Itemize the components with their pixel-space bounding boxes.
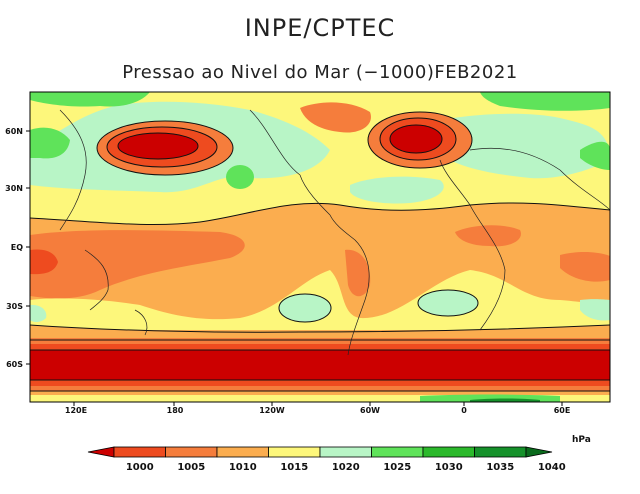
colorbar-level-label: 1015 — [280, 462, 308, 473]
organization-title: INPE/CPTEC — [244, 14, 396, 42]
lon-label-120w: 120W — [259, 406, 285, 415]
pressure-field — [30, 92, 610, 402]
lon-label-60e: 60E — [554, 406, 571, 415]
colorbar-swatch — [216, 446, 269, 458]
colorbar-level-label: 1005 — [177, 462, 205, 473]
colorbar-level-label: 1025 — [383, 462, 411, 473]
lat-label-30n: 30N — [5, 184, 23, 193]
colorbar-arrow-high — [525, 446, 553, 458]
lon-label-0: 0 — [461, 406, 467, 415]
lat-label-60s: 60S — [6, 360, 23, 369]
colorbar-swatch — [474, 446, 527, 458]
colorbar-swatch — [319, 446, 372, 458]
lon-label-120e: 120E — [65, 406, 87, 415]
colorbar: 1000 1005 1010 1015 1020 1025 1030 1035 1040 — [87, 446, 566, 473]
lon-label-60w: 60W — [360, 406, 380, 415]
map-subtitle: Pressao ao Nivel do Mar (−1000)FEB2021 — [122, 62, 518, 83]
colorbar-swatch — [422, 446, 475, 458]
colorbar-level-label: 1010 — [229, 462, 257, 473]
lat-label-30s: 30S — [6, 302, 23, 311]
colorbar-arrow-low — [87, 446, 115, 458]
colorbar-swatch — [165, 446, 218, 458]
colorbar-swatch — [113, 446, 166, 458]
lon-label-180: 180 — [167, 406, 184, 415]
colorbar-swatch — [371, 446, 424, 458]
colorbar-level-label: 1000 — [126, 462, 154, 473]
colorbar-level-label: 1040 — [538, 462, 566, 473]
colorbar-level-label: 1020 — [332, 462, 360, 473]
lat-label-eq: EQ — [11, 243, 23, 252]
colorbar-level-label: 1030 — [435, 462, 463, 473]
colorbar-swatch — [268, 446, 321, 458]
colorbar-level-label: 1035 — [486, 462, 514, 473]
colorbar-units: hPa — [572, 435, 591, 445]
lat-label-60n: 60N — [5, 127, 23, 136]
